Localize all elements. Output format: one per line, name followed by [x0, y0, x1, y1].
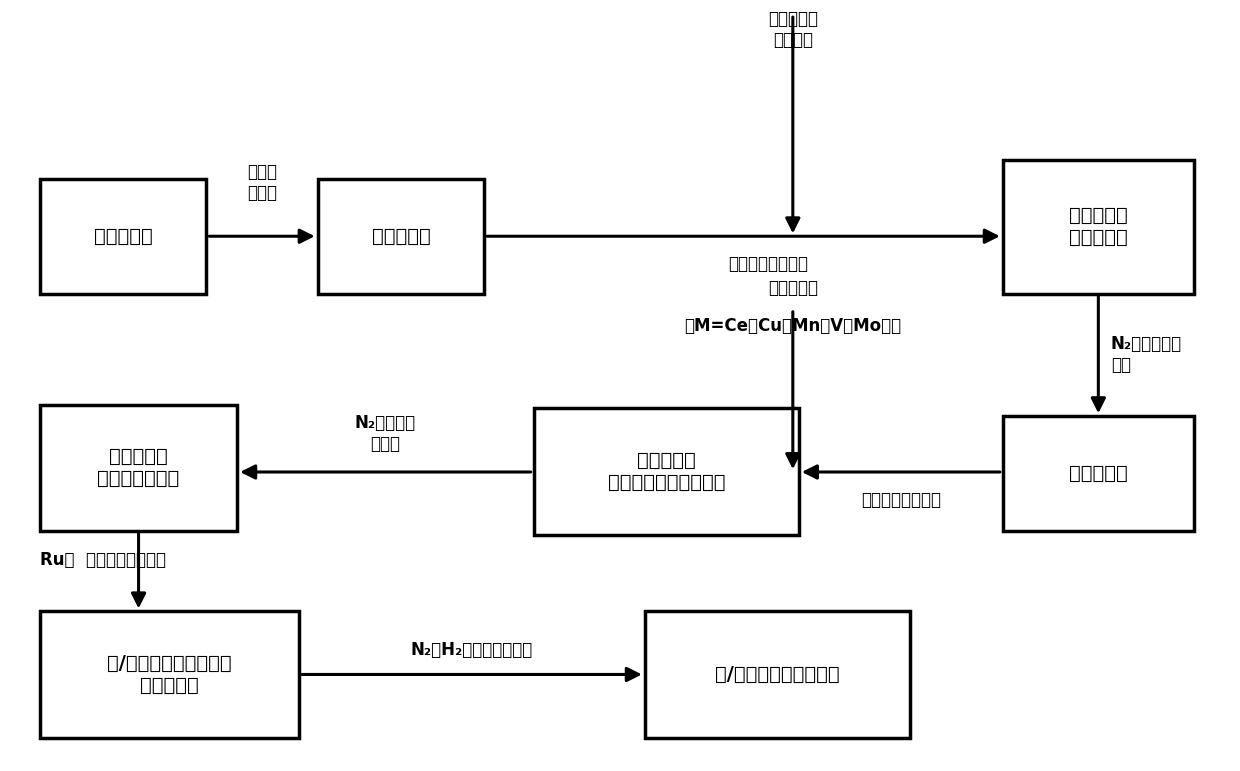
FancyBboxPatch shape — [645, 611, 910, 738]
Text: 超声、过滤、干燥: 超声、过滤、干燥 — [728, 255, 808, 274]
Text: 浸渍、过滤、干燥: 浸渍、过滤、干燥 — [861, 491, 941, 509]
Text: 助剂金属盐: 助剂金属盐 — [768, 279, 818, 298]
FancyBboxPatch shape — [40, 611, 299, 738]
FancyBboxPatch shape — [533, 409, 799, 535]
Text: Ru盐  浸渍、过滤、干燥: Ru盐 浸渍、过滤、干燥 — [40, 550, 166, 569]
Text: 浓硝酸
预处理: 浓硝酸 预处理 — [247, 163, 277, 202]
Text: 含氮前驱体
（溶液）: 含氮前驱体 （溶液） — [768, 11, 818, 49]
FancyBboxPatch shape — [1003, 160, 1194, 294]
Text: 含氮多孔碳
（含助剂金属前驱体）: 含氮多孔碳 （含助剂金属前驱体） — [608, 451, 725, 492]
Text: N₂气氛下高
温处理: N₂气氛下高 温处理 — [355, 414, 415, 453]
Text: N₂或H₂气氛下高温处理: N₂或H₂气氛下高温处理 — [410, 641, 533, 659]
FancyBboxPatch shape — [40, 405, 237, 531]
Text: 含氮多孔碳
（含助剂金属）: 含氮多孔碳 （含助剂金属） — [98, 447, 180, 488]
Text: （M=Ce、Cu、Mn、V、Mo等）: （M=Ce、Cu、Mn、V、Mo等） — [684, 317, 901, 335]
FancyBboxPatch shape — [40, 179, 207, 294]
Text: 钌/氮掺杂多孔碳活性炭: 钌/氮掺杂多孔碳活性炭 — [715, 665, 839, 684]
Text: 钌/氮掺杂多孔碳活性炭
（前驱体）: 钌/氮掺杂多孔碳活性炭 （前驱体） — [107, 654, 232, 695]
Text: N₂气氛下高温
处理: N₂气氛下高温 处理 — [1111, 335, 1182, 374]
Text: 含氮多孔碳
（前驱体）: 含氮多孔碳 （前驱体） — [1069, 206, 1127, 247]
FancyBboxPatch shape — [1003, 416, 1194, 531]
Text: 氧化多孔炭: 氧化多孔炭 — [372, 227, 430, 246]
Text: 含氮多孔碳: 含氮多孔碳 — [1069, 464, 1127, 483]
Text: 商用多孔炭: 商用多孔炭 — [94, 227, 153, 246]
FancyBboxPatch shape — [317, 179, 484, 294]
